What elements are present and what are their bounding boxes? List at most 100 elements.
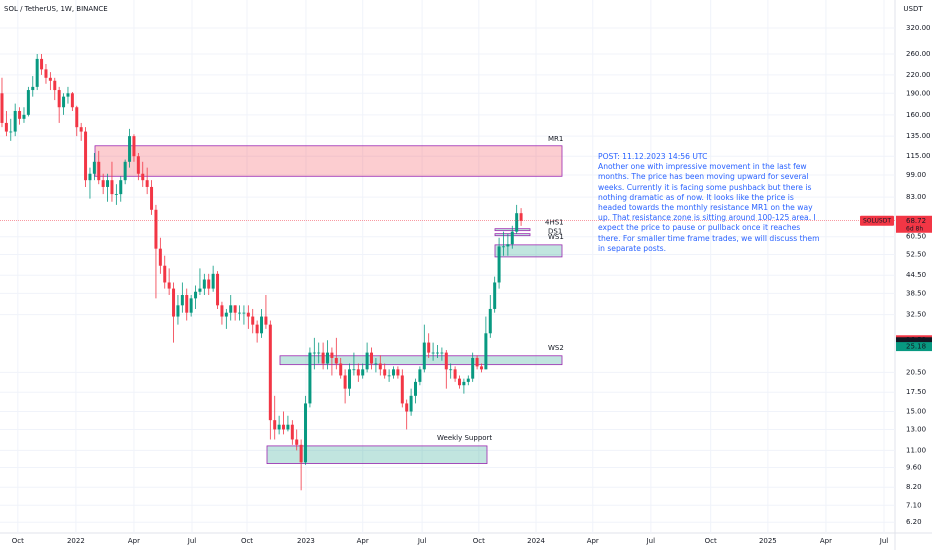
candle-body — [427, 342, 431, 353]
candle-body — [484, 333, 488, 370]
y-tick-label: 115.00 — [906, 152, 931, 160]
price-marker-label: 26.17 — [906, 338, 926, 346]
candle-body — [488, 308, 492, 334]
candle-body — [158, 248, 162, 266]
candle-body — [26, 90, 30, 115]
candle-body — [277, 424, 281, 430]
x-tick-label: Jul — [879, 537, 889, 545]
candle-body — [471, 357, 475, 379]
candle-body — [308, 352, 312, 404]
candle-body — [352, 369, 356, 371]
candle-body — [286, 424, 290, 430]
x-tick-label: Apr — [357, 537, 369, 545]
zone — [94, 145, 563, 177]
y-tick-label: 320.00 — [906, 24, 931, 32]
candle-body — [70, 93, 74, 108]
candle-body — [238, 312, 242, 314]
candle-body — [207, 279, 211, 289]
candle-body — [413, 381, 417, 396]
x-tick-label: 2025 — [759, 537, 777, 545]
candle-body — [299, 444, 303, 463]
last-price-label: 68.72 — [906, 217, 926, 225]
candle-body — [435, 352, 439, 354]
candle-body — [106, 180, 110, 187]
candle-body — [194, 291, 198, 299]
y-tick-label: 220.00 — [906, 71, 931, 79]
price-marker — [896, 337, 932, 347]
annotation-line: months. The price has been moving upward… — [598, 172, 809, 182]
candle-body — [387, 375, 391, 377]
y-tick-label: 17.50 — [906, 388, 926, 396]
candle-body — [493, 282, 497, 309]
candle-body — [110, 180, 114, 195]
y-tick-label: 60.50 — [906, 233, 926, 241]
candle-body — [150, 186, 154, 210]
x-tick-label: Jul — [187, 537, 197, 545]
candle-body — [282, 424, 286, 430]
candle-body — [444, 352, 448, 370]
x-tick-label: 2024 — [527, 537, 545, 545]
candle-body — [189, 298, 193, 313]
symbol-label: SOLUSDT — [863, 217, 891, 224]
y-tick-label: 83.00 — [906, 193, 926, 201]
candle-body — [224, 312, 228, 317]
x-tick-label: Jul — [646, 537, 656, 545]
candle-body — [62, 96, 66, 108]
candle-body — [449, 369, 453, 371]
candle-body — [53, 80, 57, 91]
candle-body — [220, 305, 224, 317]
candle-body — [128, 136, 132, 162]
candle-body — [339, 363, 343, 376]
candle-body — [405, 403, 409, 412]
candle-body — [185, 295, 189, 313]
annotation-line: nothing dramatic as of now. It looks lik… — [598, 192, 794, 202]
candle-body — [260, 316, 264, 334]
x-tick-label: 2023 — [297, 537, 315, 545]
zone-label: 4HS1 — [545, 219, 564, 227]
candle-body — [396, 369, 400, 376]
y-tick-label: 7.10 — [906, 501, 922, 509]
candle-body — [4, 122, 8, 132]
x-tick-label: Oct — [705, 537, 717, 545]
zone-label: WS2 — [548, 344, 564, 352]
candle-body — [216, 273, 220, 306]
candle-body — [475, 357, 479, 367]
candle-body — [233, 305, 237, 313]
candle-body — [264, 316, 268, 325]
candle-body — [229, 305, 233, 313]
candle-body — [501, 246, 505, 248]
candle-body — [440, 352, 444, 354]
x-tick-label: Apr — [587, 537, 599, 545]
price-axis — [895, 0, 932, 550]
y-tick-label: 38.50 — [906, 289, 926, 297]
last-price-badge — [896, 215, 932, 233]
annotation-line: Another one with impressive movement in … — [598, 162, 807, 172]
x-tick-label: Apr — [128, 537, 140, 545]
zone — [494, 244, 563, 258]
candle-body — [114, 194, 118, 195]
annotation-line: expect the price to pause or pullback on… — [598, 223, 801, 233]
zone-label: WS1 — [548, 233, 564, 241]
y-tick-label: 11.00 — [906, 446, 926, 454]
candle-body — [211, 273, 215, 289]
candle-body — [519, 213, 523, 221]
candle-body — [84, 131, 88, 181]
candle-body — [290, 424, 294, 440]
candle-body — [392, 369, 396, 376]
candle-body — [343, 375, 347, 389]
symbol-badge — [860, 215, 894, 226]
annotation-line: weeks. Currently it is facing some pushb… — [598, 182, 812, 192]
currency: USDT — [903, 5, 923, 13]
candle-body — [66, 93, 70, 97]
candle-body — [453, 369, 457, 379]
candle-body — [172, 288, 176, 317]
candle-body — [75, 107, 79, 128]
candle-body — [422, 342, 426, 370]
x-tick-label: Oct — [473, 537, 485, 545]
annotation-line: in separate posts. — [598, 243, 667, 253]
candle-body — [361, 369, 365, 376]
price-marker — [896, 342, 932, 352]
candle-body — [506, 244, 510, 247]
